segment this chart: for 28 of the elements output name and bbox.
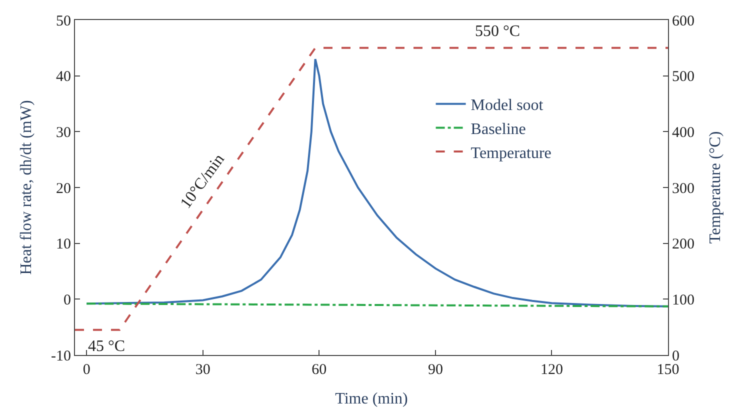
y-tick-label: -10 [51,348,71,364]
y-tick-label: 0 [64,292,71,308]
x-tick-label: 60 [312,362,327,378]
x-tick-label: 30 [195,362,210,378]
y2-tick-label: 0 [672,348,680,364]
x-tick-label: 150 [656,362,680,378]
y-tick-label: 30 [56,124,71,141]
y2-axis-title: Temperature (°C) [707,131,724,244]
x-tick-label: 120 [540,362,563,378]
y2-tick-label: 100 [672,292,694,308]
legend-label: Baseline [470,120,526,138]
y2-tick-label: 600 [672,13,694,30]
y-tick-label: 50 [56,13,71,30]
x-axis-title: Time (min) [335,390,408,408]
legend-label: Model soot [470,97,544,114]
y2-tick-label: 500 [672,69,694,86]
x-tick-label: 0 [82,362,90,378]
annotation: 550 °C [475,23,520,40]
y-tick-label: 10 [56,236,71,253]
x-tick-label: 90 [428,362,443,378]
y-tick-label: 40 [56,69,71,86]
legend-label: Temperature [470,144,552,162]
annotation: 45 °C [88,338,126,355]
y2-tick-label: 400 [672,124,694,141]
y-axis-title: Heat flow rate, dh/dt (mW) [18,100,35,275]
y2-tick-label: 200 [672,236,694,253]
y2-tick-label: 300 [672,180,694,197]
y-tick-label: 20 [56,180,71,197]
